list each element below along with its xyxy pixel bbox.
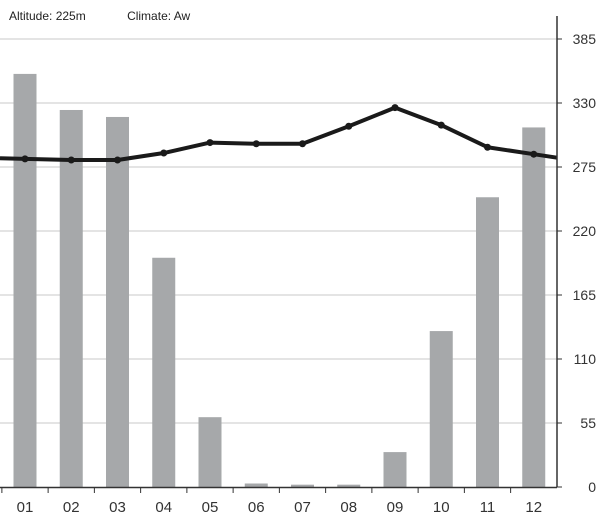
x-tick-label: 04 bbox=[155, 499, 172, 516]
line-point-09 bbox=[391, 104, 399, 112]
y-tick-label: 330 bbox=[573, 95, 597, 111]
bar-06 bbox=[244, 483, 268, 487]
x-tick-label: 12 bbox=[525, 499, 542, 516]
bar-09 bbox=[383, 452, 407, 487]
line-point-12 bbox=[530, 150, 538, 158]
y-tick-label: 55 bbox=[580, 415, 596, 431]
line-point-06 bbox=[252, 140, 260, 148]
y-tick-label: 110 bbox=[574, 351, 597, 367]
y-tick-label: 275 bbox=[573, 159, 597, 175]
x-tick-label: 05 bbox=[202, 499, 219, 516]
bar-03 bbox=[106, 116, 129, 488]
tick-labels: 0 55 110 165 220 275 330 385 01 02 03 04 05 06 07 08 09 1… bbox=[17, 31, 597, 516]
x-tick-label: 02 bbox=[63, 499, 80, 516]
bar-02 bbox=[59, 109, 83, 488]
bar-04 bbox=[152, 257, 176, 487]
x-tick-label: 01 bbox=[17, 499, 34, 516]
x-tick-label: 03 bbox=[109, 499, 126, 516]
temperature-polyline bbox=[0, 105, 558, 163]
bar-12 bbox=[522, 127, 546, 487]
altitude-label: Altitude: 225m bbox=[9, 9, 86, 23]
axes bbox=[0, 16, 562, 493]
line-point-05 bbox=[206, 139, 214, 147]
y-tick-label: 385 bbox=[573, 31, 597, 47]
bar-05 bbox=[198, 417, 222, 487]
chart-header: Altitude: 225m Climate: Aw bbox=[9, 9, 228, 23]
bar-11 bbox=[476, 197, 499, 487]
line-point-08 bbox=[345, 122, 353, 130]
bar-10 bbox=[429, 331, 453, 487]
bar-07 bbox=[291, 484, 314, 487]
grid-lines bbox=[0, 38, 557, 424]
line-point-02 bbox=[67, 156, 75, 164]
x-tick-label: 07 bbox=[294, 499, 311, 516]
x-tick-label: 11 bbox=[480, 499, 496, 516]
line-point-11 bbox=[484, 143, 491, 151]
bar-01 bbox=[13, 73, 37, 487]
line-point-04 bbox=[160, 149, 168, 157]
precipitation-bars bbox=[13, 73, 546, 488]
x-tick-label: 09 bbox=[387, 499, 404, 516]
x-tick-label: 06 bbox=[248, 499, 265, 516]
temperature-line bbox=[0, 104, 558, 164]
y-tick-label: 0 bbox=[588, 479, 596, 495]
climate-label: Climate: Aw bbox=[127, 9, 191, 23]
line-point-03 bbox=[114, 156, 121, 164]
x-tick-label: 08 bbox=[340, 499, 357, 516]
y-tick-label: 165 bbox=[573, 287, 597, 303]
bar-08 bbox=[337, 484, 361, 487]
x-tick-label: 10 bbox=[433, 499, 450, 516]
y-tick-label: 220 bbox=[573, 223, 597, 239]
line-point-07 bbox=[299, 140, 306, 148]
line-point-01 bbox=[21, 155, 29, 163]
line-point-10 bbox=[437, 121, 445, 129]
